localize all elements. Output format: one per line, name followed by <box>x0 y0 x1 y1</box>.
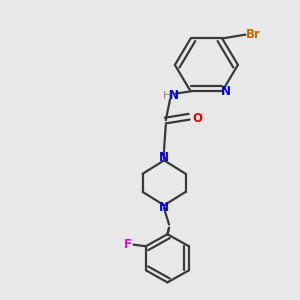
Text: N: N <box>159 201 169 214</box>
Text: N: N <box>159 151 169 164</box>
Text: H: H <box>163 91 172 100</box>
Text: Br: Br <box>246 28 261 41</box>
Text: N: N <box>221 85 231 98</box>
Text: F: F <box>124 238 132 251</box>
Text: N: N <box>168 89 178 102</box>
Text: O: O <box>192 112 202 125</box>
